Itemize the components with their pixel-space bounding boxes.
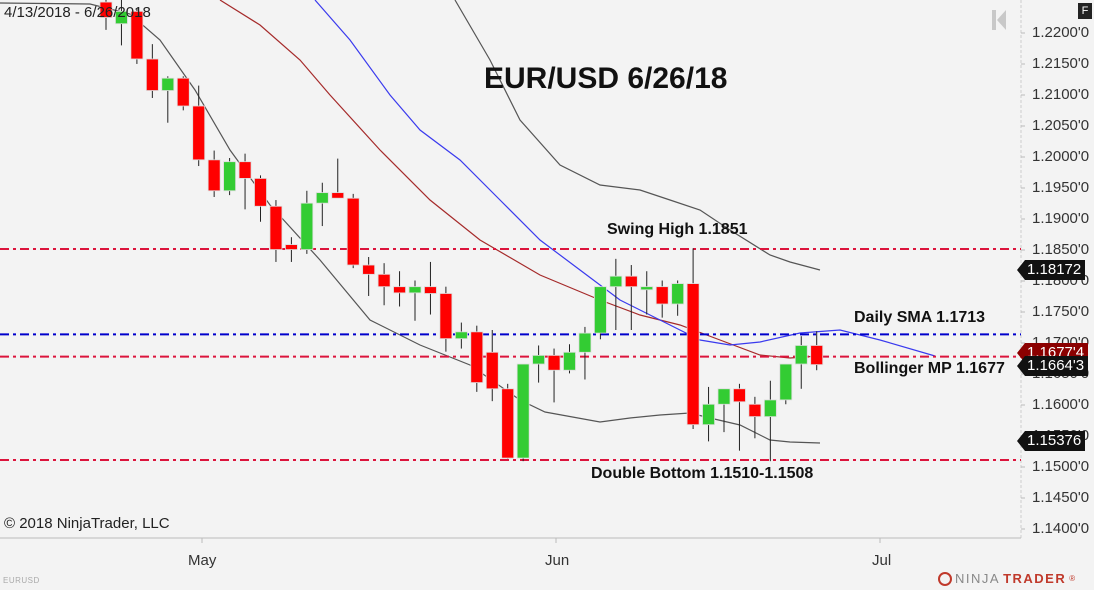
swing-high-annotation: Swing High 1.1851	[607, 221, 748, 238]
candle-body	[99, 1, 113, 18]
candle-body	[115, 10, 128, 25]
bollinger-mp-annotation: Bollinger MP 1.1677	[854, 360, 1005, 377]
candle-body	[223, 161, 237, 192]
candle-body	[578, 332, 592, 353]
candle-body	[702, 403, 715, 426]
y-tick: 1.1950'0	[1032, 179, 1090, 196]
candle-body	[454, 331, 468, 340]
candle-body	[485, 351, 499, 390]
candle-body	[393, 286, 406, 294]
y-tick: 1.1900'0	[1032, 210, 1090, 227]
y-tick: 1.2100'0	[1032, 86, 1090, 103]
double-bottom-annotation: Double Bottom 1.1510-1.1508	[591, 465, 814, 482]
candle-body	[346, 197, 360, 266]
candle-body	[161, 77, 175, 91]
candle-body	[362, 264, 376, 275]
candle-body	[130, 10, 144, 60]
candle-body	[176, 77, 190, 107]
f-button[interactable]: F	[1078, 3, 1092, 19]
x-tick-jun: Jun	[545, 552, 570, 569]
candle-body	[192, 105, 206, 161]
symbol-watermark: EURUSD	[3, 576, 40, 585]
y-tick: 1.1400'0	[1032, 520, 1090, 537]
upper-band-price-tag: 1.18172	[1017, 260, 1086, 280]
y-tick: 1.1750'0	[1032, 303, 1090, 320]
y-tick: 1.1500'0	[1032, 458, 1090, 475]
scroll-to-start-icon[interactable]	[992, 10, 1006, 30]
candle-body	[733, 388, 746, 403]
candle-body	[717, 388, 731, 405]
candle-body	[238, 161, 252, 179]
candle-body	[624, 275, 638, 288]
y-tick: 1.2150'0	[1032, 55, 1090, 72]
candle-body	[207, 159, 221, 192]
candle-body	[532, 354, 545, 365]
candle-body	[563, 351, 576, 371]
candle-body	[424, 286, 437, 294]
candle-body	[269, 205, 283, 250]
candle-body	[763, 399, 777, 418]
bollinger-middle-sma	[219, 0, 819, 359]
candle-body	[254, 178, 267, 207]
daily-sma-annotation: Daily SMA 1.1713	[854, 309, 986, 326]
y-tick: 1.1850'0	[1032, 241, 1090, 258]
candle-body	[315, 192, 329, 204]
x-tick-may: May	[188, 552, 217, 569]
candle-body	[547, 354, 561, 371]
y-tick: 1.1450'0	[1032, 489, 1090, 506]
candle-body	[501, 388, 515, 459]
candle-body	[377, 273, 391, 288]
candle-body	[640, 286, 654, 291]
candle-body	[594, 286, 607, 334]
last-price-tag: 1.1664'3	[1017, 356, 1089, 376]
date-range-label: 4/13/2018 - 6/26/2018	[4, 4, 151, 21]
ninjatrader-logo-icon	[938, 571, 952, 586]
y-tick: 1.2050'0	[1032, 117, 1090, 134]
candle-body	[470, 331, 484, 383]
candle-body	[609, 275, 623, 288]
y-tick: 1.2200'0	[1032, 24, 1090, 41]
chart-title: EUR/USD 6/26/18	[484, 62, 728, 95]
candle-body	[671, 283, 685, 305]
candle-body	[794, 345, 808, 365]
sma-blue-line	[314, 0, 936, 357]
candle-body	[331, 192, 345, 199]
candle-body	[748, 403, 762, 418]
candle-body	[284, 244, 298, 250]
copyright-label: © 2018 NinjaTrader, LLC	[4, 515, 170, 532]
candle-body	[145, 58, 159, 91]
candle-body	[686, 283, 700, 426]
candle-body	[779, 363, 793, 401]
bollinger-upper-band	[454, 0, 821, 271]
y-tick: 1.1600'0	[1032, 396, 1090, 413]
candle-body	[439, 293, 453, 340]
lower-band-price-tag: 1.15376	[1017, 431, 1086, 451]
y-tick: 1.2000'0	[1032, 148, 1090, 165]
candle-body	[516, 363, 530, 459]
candle-body	[300, 202, 314, 250]
ninjatrader-logo: NINJA TRADER ®	[938, 571, 1077, 586]
candle-body	[408, 286, 422, 294]
candle-body	[655, 286, 669, 305]
x-tick-jul: Jul	[872, 552, 892, 569]
candle-body	[810, 345, 824, 366]
